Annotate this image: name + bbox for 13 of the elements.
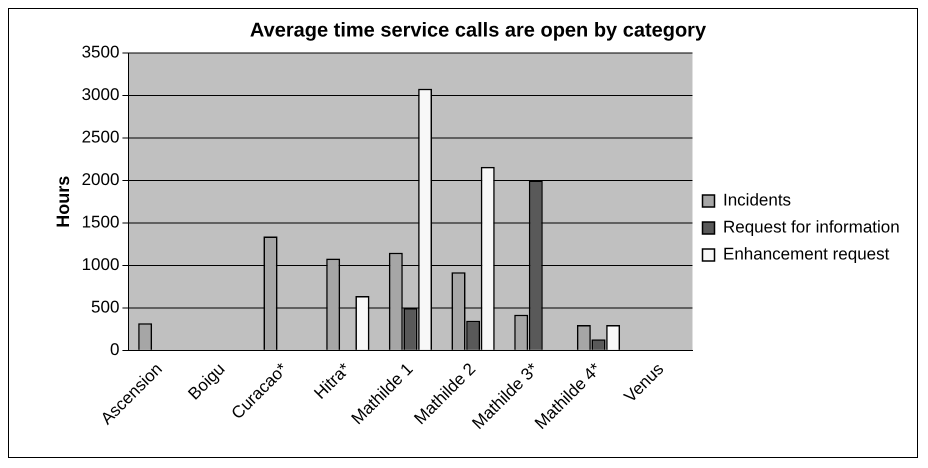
y-tick-label: 1000 bbox=[82, 255, 120, 274]
y-tick-label: 2000 bbox=[82, 170, 120, 190]
legend-label: Incidents bbox=[723, 190, 792, 210]
legend-label: Request for information bbox=[723, 218, 900, 237]
y-tick-label: 3000 bbox=[82, 85, 120, 104]
y-tick-label: 1500 bbox=[82, 212, 120, 232]
y-tick-label: 3500 bbox=[82, 42, 120, 62]
chart-title: Average time service calls are open by category bbox=[250, 20, 707, 42]
y-tick-label: 0 bbox=[110, 340, 120, 360]
y-tick-label: 500 bbox=[91, 298, 120, 317]
y-tick-label: 2500 bbox=[82, 128, 120, 147]
y-axis-title: Hours bbox=[52, 176, 73, 228]
legend-label: Enhancement request bbox=[723, 244, 890, 264]
